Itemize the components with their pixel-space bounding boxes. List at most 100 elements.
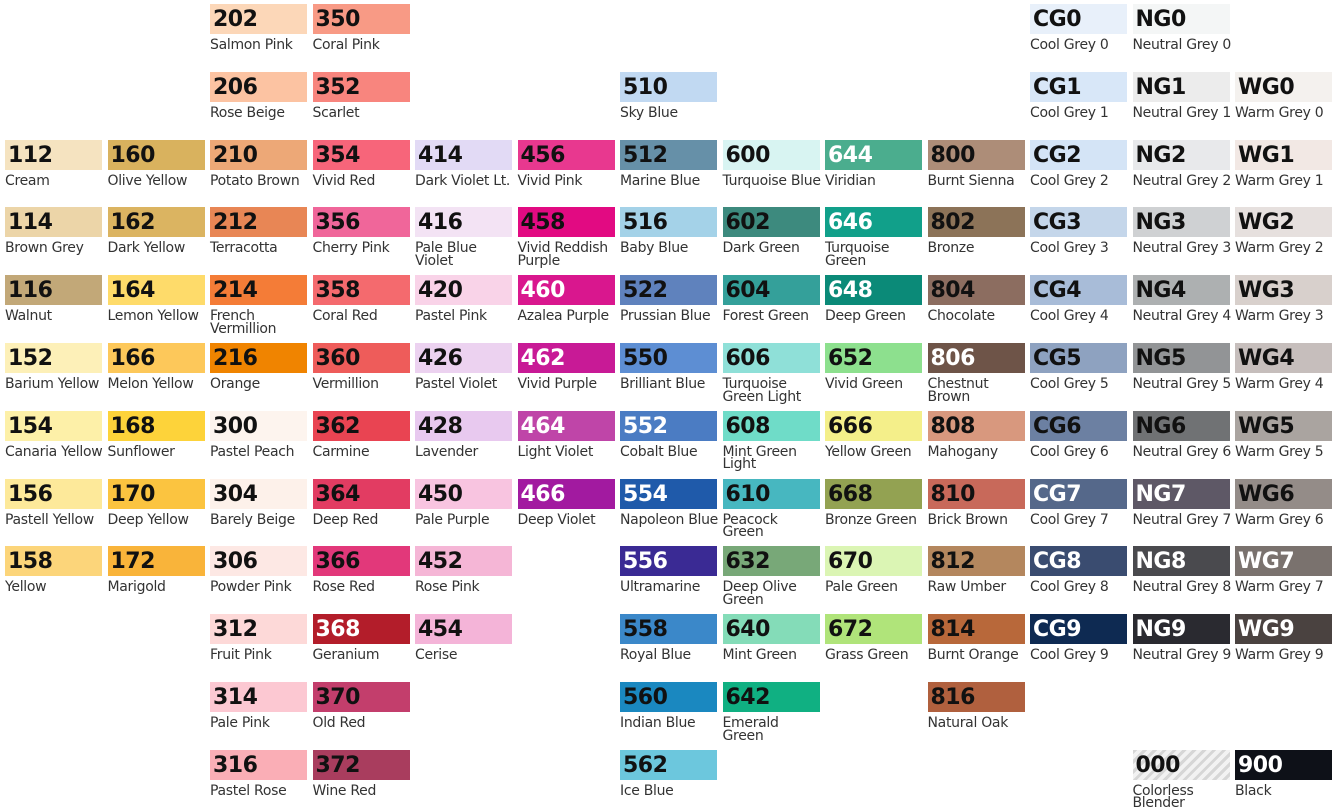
swatch-name: Mahogany bbox=[927, 443, 999, 460]
swatch-name: Salmon Pink bbox=[210, 37, 293, 53]
swatch-name: Neutral Grey 6 bbox=[1132, 443, 1232, 460]
color-swatch-604: 604 Forest Green bbox=[722, 275, 821, 323]
color-swatch-670: 670 Pale Green bbox=[825, 546, 923, 594]
swatch-code: 416 bbox=[415, 207, 512, 238]
color-swatch-170: 170 Deep Yellow bbox=[107, 478, 206, 526]
swatch-code: 368 bbox=[312, 614, 410, 645]
color-swatch-556: 556 Ultramarine bbox=[620, 546, 718, 594]
color-swatch-608: 608 Mint Green Light bbox=[722, 410, 821, 471]
color-swatch-452: 452 Rose Pink bbox=[415, 546, 513, 594]
swatch-name: Burnt Orange bbox=[927, 647, 1019, 664]
swatch-name: Pastel Pink bbox=[415, 308, 487, 325]
swatch-name: Cool Grey 3 bbox=[1030, 240, 1109, 257]
swatch-code: 666 bbox=[825, 410, 922, 441]
color-swatch-cg8: CG8 Cool Grey 8 bbox=[1030, 546, 1128, 594]
color-swatch-558: 558 Royal Blue bbox=[620, 614, 718, 662]
swatch-name: Baby Blue bbox=[620, 240, 689, 257]
swatch-code: 362 bbox=[312, 410, 410, 441]
swatch-name: Viridian bbox=[825, 172, 876, 189]
swatch-code: CG2 bbox=[1030, 139, 1127, 170]
color-swatch-cg5: CG5 Cool Grey 5 bbox=[1030, 343, 1128, 391]
swatch-code: 808 bbox=[927, 410, 1025, 441]
color-swatch-450: 450 Pale Purple bbox=[415, 478, 513, 526]
swatch-code: 202 bbox=[210, 4, 307, 34]
swatch-code: 214 bbox=[210, 275, 307, 306]
swatch-code: 156 bbox=[5, 478, 102, 509]
swatch-code: 510 bbox=[620, 71, 717, 102]
color-swatch-112: 112 Cream bbox=[5, 139, 103, 189]
swatch-code: 314 bbox=[210, 682, 307, 712]
swatch-code: WG6 bbox=[1235, 478, 1332, 509]
swatch-name: Cool Grey 1 bbox=[1030, 104, 1109, 121]
swatch-code: 800 bbox=[927, 139, 1025, 170]
swatch-name: Cerise bbox=[415, 647, 458, 664]
swatch-name: Burnt Sienna bbox=[927, 172, 1015, 189]
swatch-code: 454 bbox=[415, 614, 512, 645]
swatch-name: Light Violet bbox=[517, 443, 594, 460]
color-swatch-114: 114 Brown Grey bbox=[5, 207, 103, 255]
swatch-name: Colorless Blender bbox=[1132, 782, 1194, 812]
color-swatch-168: 168 Sunflower bbox=[107, 410, 206, 459]
swatch-name: Geranium bbox=[312, 647, 380, 664]
color-swatch-214: 214 French Vermillion bbox=[210, 275, 308, 336]
swatch-name: Warm Grey 4 bbox=[1235, 376, 1324, 392]
color-swatch-210: 210 Potato Brown bbox=[210, 139, 308, 187]
swatch-code: 642 bbox=[722, 682, 820, 712]
color-swatch-316: 316 Pastel Rose bbox=[210, 749, 308, 798]
swatch-code: 670 bbox=[825, 546, 922, 577]
swatch-code: 372 bbox=[312, 749, 410, 780]
color-swatch-610: 610 Peacock Green bbox=[722, 478, 821, 539]
swatch-name: Rose Pink bbox=[415, 579, 480, 596]
swatch-code: 610 bbox=[722, 478, 820, 509]
swatch-code: 462 bbox=[517, 343, 615, 373]
swatch-code: 352 bbox=[312, 71, 410, 102]
swatch-code: 804 bbox=[927, 275, 1025, 306]
swatch-code: 554 bbox=[620, 478, 717, 509]
swatch-name: Grass Green bbox=[825, 647, 909, 664]
swatch-name: Neutral Grey 0 bbox=[1132, 37, 1232, 53]
swatch-code: 428 bbox=[415, 410, 512, 441]
swatch-code: 356 bbox=[312, 207, 410, 238]
swatch-name: Napoleon Blue bbox=[620, 511, 718, 528]
swatch-name: Orange bbox=[210, 376, 260, 392]
color-swatch-206: 206 Rose Beige bbox=[210, 71, 308, 121]
swatch-code: 420 bbox=[415, 275, 512, 306]
color-swatch-ng8: NG8 Neutral Grey 8 bbox=[1132, 546, 1231, 594]
swatch-code: 652 bbox=[825, 343, 922, 373]
swatch-name: Warm Grey 3 bbox=[1235, 308, 1324, 325]
swatch-code: 556 bbox=[620, 546, 717, 577]
swatch-code: 426 bbox=[415, 343, 512, 373]
swatch-name: Cool Grey 2 bbox=[1030, 172, 1109, 189]
color-swatch-512: 512 Marine Blue bbox=[620, 139, 718, 187]
swatch-name: Dark Green bbox=[722, 240, 800, 257]
color-swatch-wg3: WG3 Warm Grey 3 bbox=[1235, 275, 1332, 323]
swatch-code: 414 bbox=[415, 139, 512, 170]
color-swatch-314: 314 Pale Pink bbox=[210, 682, 308, 730]
swatch-code: CG9 bbox=[1030, 614, 1127, 645]
swatch-name: Marigold bbox=[107, 579, 166, 596]
color-swatch-352: 352 Scarlet bbox=[312, 71, 411, 120]
swatch-name: Rose Beige bbox=[210, 104, 285, 121]
swatch-name: Fruit Pink bbox=[210, 647, 272, 664]
swatch-code: 206 bbox=[210, 71, 307, 102]
color-swatch-wg6: WG6 Warm Grey 6 bbox=[1235, 478, 1332, 526]
color-swatch-wg0: WG0 Warm Grey 0 bbox=[1235, 71, 1332, 120]
swatch-code: WG1 bbox=[1235, 139, 1332, 170]
swatch-name: Natural Oak bbox=[927, 715, 1009, 731]
color-swatch-ng3: NG3 Neutral Grey 3 bbox=[1132, 207, 1231, 255]
swatch-code: WG7 bbox=[1235, 546, 1332, 577]
color-swatch-154: 154 Canaria Yellow bbox=[5, 410, 103, 459]
swatch-code: 350 bbox=[312, 4, 410, 34]
swatch-name: Cream bbox=[5, 172, 50, 189]
color-swatch-366: 366 Rose Red bbox=[312, 546, 411, 594]
swatch-code: 810 bbox=[927, 478, 1025, 509]
swatch-code: 154 bbox=[5, 410, 102, 441]
swatch-name: Cool Grey 9 bbox=[1030, 647, 1109, 664]
swatch-name: Emerald Green bbox=[722, 715, 779, 744]
color-swatch-646: 646 Turquoise Green bbox=[825, 207, 923, 268]
color-swatch-356: 356 Cherry Pink bbox=[312, 207, 411, 255]
swatch-code: 116 bbox=[5, 275, 102, 306]
color-swatch-816: 816 Natural Oak bbox=[927, 682, 1026, 731]
color-swatch-420: 420 Pastel Pink bbox=[415, 275, 513, 323]
color-swatch-300: 300 Pastel Peach bbox=[210, 410, 308, 459]
